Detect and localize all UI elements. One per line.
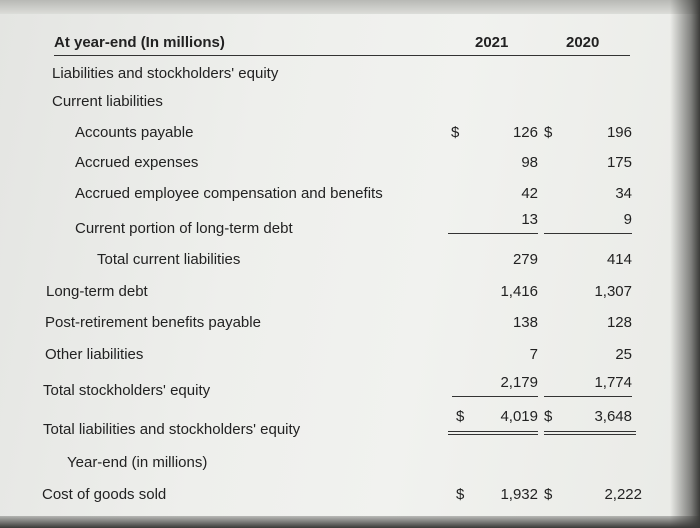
header-underline bbox=[54, 55, 630, 56]
value-2020: 3,648 bbox=[594, 408, 632, 425]
double-underline-2021-b bbox=[448, 434, 538, 435]
subtotal-underline-2021 bbox=[448, 233, 538, 234]
dollar-sign: $ bbox=[544, 124, 553, 141]
header-2021: 2021 bbox=[475, 34, 509, 51]
row-label-accrued-compensation: Accrued employee compensation and benefi… bbox=[75, 185, 383, 202]
row-label-total-equity: Total stockholders' equity bbox=[43, 382, 211, 399]
row-label-long-term-debt: Long-term debt bbox=[46, 283, 148, 300]
value-2020: 34 bbox=[615, 185, 632, 202]
value-2020: 128 bbox=[606, 314, 632, 331]
row-label-total-liabilities-equity: Total liabilities and stockholders' equi… bbox=[43, 421, 301, 438]
photo-bottom-shadow bbox=[0, 516, 700, 528]
second-header: Year-end (in millions) bbox=[67, 454, 208, 471]
subtotal-underline-2020 bbox=[544, 233, 632, 234]
value-2020: 414 bbox=[606, 251, 632, 268]
row-label-other-liabilities: Other liabilities bbox=[45, 346, 144, 363]
dollar-sign: $ bbox=[451, 124, 460, 141]
value-2021: 7 bbox=[529, 346, 538, 363]
row-label-accounts-payable: Accounts payable bbox=[75, 124, 194, 141]
value-2021: 1,932 bbox=[500, 486, 538, 503]
row-label-post-retirement: Post-retirement benefits payable bbox=[45, 314, 261, 331]
value-2021: 126 bbox=[512, 124, 538, 141]
value-2021: 4,019 bbox=[500, 408, 538, 425]
row-label-total-current: Total current liabilities bbox=[97, 251, 241, 268]
value-2020: 1,307 bbox=[594, 283, 632, 300]
value-2020: 25 bbox=[615, 346, 632, 363]
value-2020: 196 bbox=[606, 124, 632, 141]
subsection-title: Current liabilities bbox=[52, 93, 163, 110]
section-title: Liabilities and stockholders' equity bbox=[52, 65, 279, 82]
dollar-sign: $ bbox=[544, 408, 553, 425]
photo-top-edge bbox=[0, 0, 700, 14]
value-2020: 1,774 bbox=[594, 374, 632, 391]
value-2021: 279 bbox=[512, 251, 538, 268]
row-label-cogs: Cost of goods sold bbox=[42, 486, 167, 503]
double-underline-2020-b bbox=[544, 434, 636, 435]
dollar-sign: $ bbox=[544, 486, 553, 503]
double-underline-2021-a bbox=[448, 431, 538, 432]
equity-underline-2020 bbox=[544, 396, 632, 397]
value-2021: 42 bbox=[521, 185, 538, 202]
double-underline-2020-a bbox=[544, 431, 636, 432]
dollar-sign: $ bbox=[456, 408, 465, 425]
value-2021: 1,416 bbox=[500, 283, 538, 300]
value-2021: 138 bbox=[512, 314, 538, 331]
row-label-accrued-expenses: Accrued expenses bbox=[75, 154, 199, 171]
value-2020: 9 bbox=[623, 211, 632, 228]
value-2020: 2,222 bbox=[604, 486, 642, 503]
dollar-sign: $ bbox=[456, 486, 465, 503]
value-2021: 2,179 bbox=[500, 374, 538, 391]
photo-right-shadow bbox=[670, 0, 700, 528]
value-2021: 98 bbox=[521, 154, 538, 171]
row-label-current-ltd: Current portion of long-term debt bbox=[75, 220, 293, 237]
equity-underline-2021 bbox=[452, 396, 538, 397]
header-2020: 2020 bbox=[566, 34, 600, 51]
header-label: At year-end (In millions) bbox=[54, 34, 225, 51]
value-2020: 175 bbox=[606, 154, 632, 171]
value-2021: 13 bbox=[521, 211, 538, 228]
